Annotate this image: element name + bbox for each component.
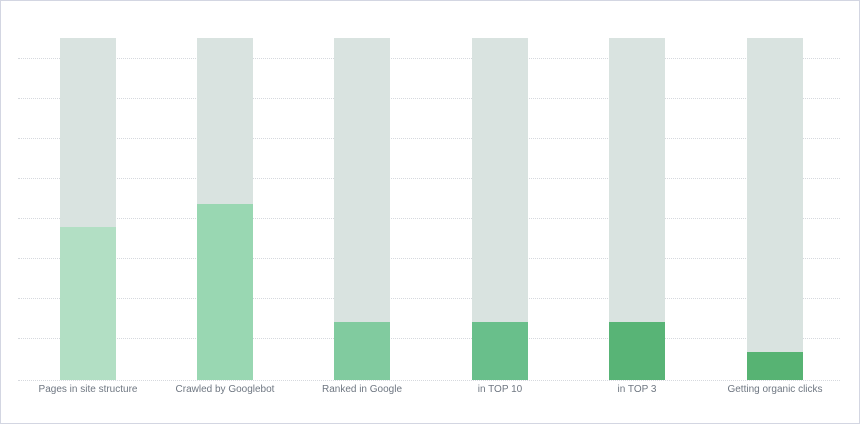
bar-fill [609, 321, 665, 380]
gridline [18, 58, 840, 59]
bar-fill [472, 321, 528, 380]
x-axis-label: Ranked in Google [321, 384, 403, 395]
bar-getting-organic-clicks[interactable] [747, 38, 803, 380]
x-axis-label: Getting organic clicks [727, 384, 823, 395]
gridline [18, 298, 840, 299]
bar-pages-in-site-structure[interactable] [60, 38, 116, 380]
gridline-baseline [18, 380, 840, 381]
gridline [18, 258, 840, 259]
bar-fill [747, 351, 803, 380]
bar-crawled-by-googlebot[interactable] [197, 38, 253, 380]
gridline [18, 178, 840, 179]
x-axis-label: Pages in site structure [38, 384, 138, 395]
bar-fill [334, 321, 390, 380]
bar-in-top-10[interactable] [472, 38, 528, 380]
gridline [18, 218, 840, 219]
x-axis-label: in TOP 10 [477, 384, 523, 395]
gridline [18, 138, 840, 139]
bar-fill [60, 227, 116, 380]
gridline [18, 338, 840, 339]
x-axis-label: Crawled by Googlebot [175, 384, 275, 395]
bar-fill [197, 203, 253, 380]
gridline [18, 98, 840, 99]
x-axis-label: in TOP 3 [617, 384, 657, 395]
bar-ranked-in-google[interactable] [334, 38, 390, 380]
bar-in-top-3[interactable] [609, 38, 665, 380]
